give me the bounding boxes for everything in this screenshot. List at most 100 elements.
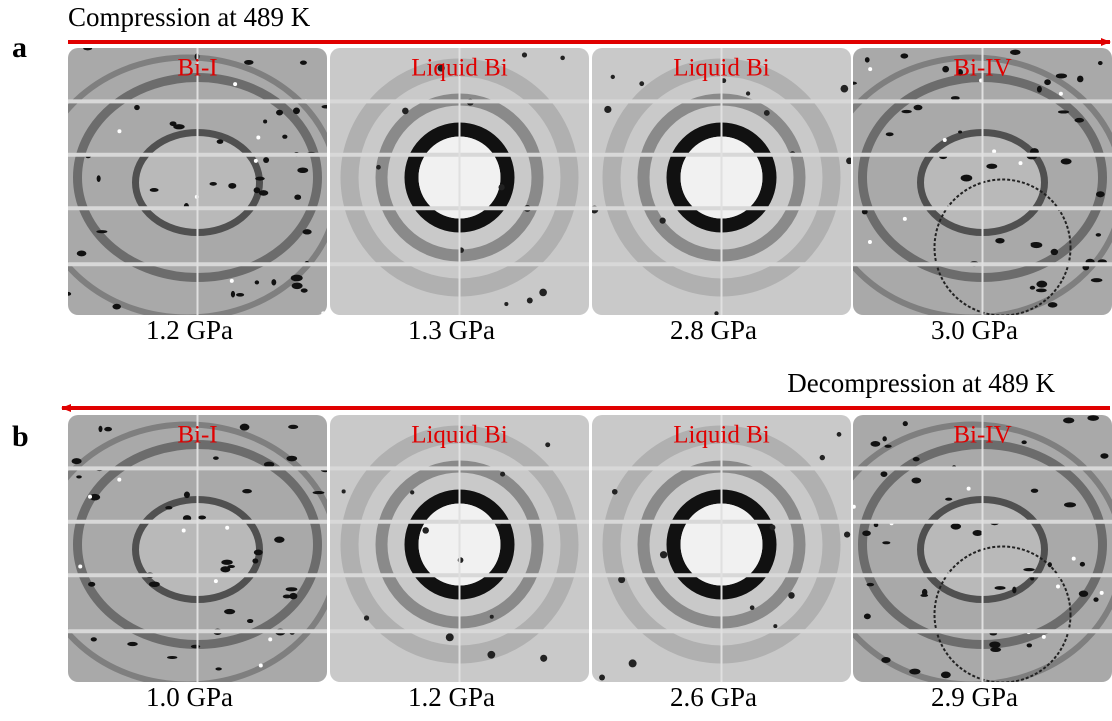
spot [721, 78, 727, 84]
pressure-label: 2.6 GPa [670, 682, 757, 712]
spot [1047, 562, 1052, 568]
spot [866, 582, 875, 587]
bright-spot [117, 129, 122, 134]
spot [714, 311, 719, 315]
spot [628, 659, 637, 668]
spot [341, 489, 346, 494]
spot [773, 624, 778, 629]
spot [901, 109, 912, 114]
spot [402, 107, 409, 115]
bright-spot [268, 637, 273, 642]
spot [258, 190, 269, 196]
spot [169, 121, 177, 127]
pressure-label: 1.3 GPa [408, 315, 495, 345]
spot [190, 644, 201, 649]
spot [376, 164, 381, 170]
spot [1079, 561, 1086, 567]
spot [76, 475, 82, 479]
spot [213, 456, 219, 460]
spot [950, 523, 962, 530]
bright-spot [258, 663, 263, 668]
spot [149, 187, 159, 192]
spot [1044, 79, 1051, 86]
spot [437, 64, 445, 72]
spot [183, 491, 190, 499]
phase-label: Bi-I [177, 422, 217, 449]
spot [104, 426, 113, 432]
spot [236, 292, 245, 297]
spot [299, 60, 307, 65]
spot [861, 209, 868, 215]
spot [526, 297, 533, 304]
spot [986, 163, 998, 169]
ring [68, 54, 327, 315]
spot [540, 654, 548, 662]
spot [1036, 280, 1048, 288]
bright-spot [229, 278, 234, 283]
panel-label: a [12, 31, 27, 64]
spot [263, 119, 268, 124]
spot [98, 425, 103, 433]
spot [902, 421, 908, 427]
spot [302, 229, 312, 235]
spot [990, 647, 1002, 653]
spot [853, 81, 857, 85]
spot [286, 455, 298, 462]
spot [290, 274, 303, 282]
spot [745, 91, 751, 96]
bright-spot [992, 149, 997, 154]
diffraction-image [592, 48, 851, 315]
spot [255, 176, 265, 181]
bright-spot [181, 528, 186, 533]
diffraction-image [68, 48, 327, 315]
spot [198, 515, 207, 520]
spot [83, 48, 93, 51]
spot [297, 167, 309, 174]
spot [244, 59, 254, 65]
spot [90, 637, 97, 642]
spot [312, 491, 325, 495]
spot [836, 432, 842, 437]
spot [230, 290, 236, 298]
bright-spot [117, 477, 122, 482]
spot [182, 515, 192, 522]
spot [1050, 248, 1059, 256]
spot [96, 175, 101, 182]
diffraction-image [68, 415, 327, 682]
ring [853, 421, 1112, 682]
spot [1035, 288, 1047, 293]
spot [220, 566, 231, 573]
spot [253, 187, 261, 194]
spot [913, 104, 923, 111]
spot [215, 667, 222, 671]
spot [504, 301, 509, 307]
spot [863, 613, 871, 620]
ring [68, 421, 327, 682]
spot [1030, 576, 1035, 581]
spot [282, 594, 292, 599]
spot [882, 436, 887, 442]
spot [321, 104, 327, 109]
spot [1012, 586, 1017, 594]
spot [252, 558, 259, 564]
spot [639, 81, 645, 87]
spot [884, 444, 892, 448]
bright-spot [225, 525, 230, 530]
spot [410, 490, 415, 495]
phase-label: Bi-I [177, 55, 217, 82]
spot [294, 194, 302, 200]
pressure-label: 2.8 GPa [670, 315, 757, 345]
phase-label: Liquid Bi [411, 55, 508, 82]
spot [288, 424, 299, 429]
spot [995, 237, 1005, 244]
spot [950, 96, 960, 101]
spot [1087, 415, 1100, 421]
spot [1100, 453, 1109, 459]
spot [882, 541, 891, 545]
spot [539, 288, 547, 297]
spot [942, 65, 950, 73]
diffraction-image [853, 415, 1112, 682]
bright-spot [78, 564, 83, 569]
spot [1047, 302, 1058, 308]
spot [1097, 61, 1103, 66]
